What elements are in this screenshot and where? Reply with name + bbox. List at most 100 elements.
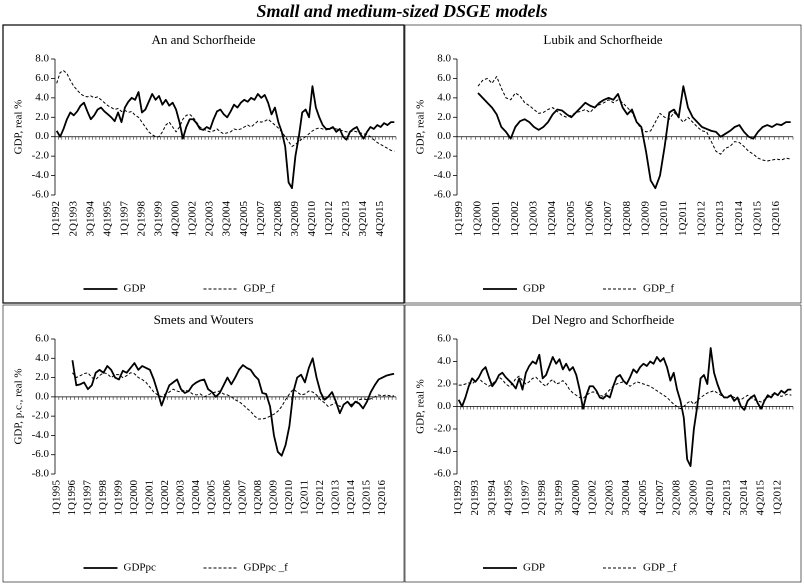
x-tick-label: 1Q2000 [128, 480, 140, 516]
x-tick-label: 1Q2013 [714, 201, 726, 237]
y-axis-label: GDP, p.c., real % [13, 368, 25, 444]
x-tick-label: 1Q2014 [733, 201, 745, 237]
y-tick-label: -4.0 [32, 429, 50, 441]
x-tick-label: 1Q2006 [221, 480, 233, 516]
x-tick-label: 1Q2003 [528, 201, 540, 237]
x-tick-label: 1Q2011 [298, 480, 310, 515]
x-tick-label: 3Q2014 [738, 480, 750, 516]
x-tick-label: 4Q1995 [503, 480, 515, 516]
legend-label: GDP_f [244, 283, 276, 295]
x-tick-label: 1Q2004 [546, 201, 558, 237]
x-tick-label: 1Q2011 [677, 201, 689, 236]
y-tick-label: -2.0 [32, 150, 50, 162]
x-tick-label: 1Q2015 [752, 201, 764, 237]
x-tick-label: 1Q1992 [452, 480, 464, 515]
x-tick-label: 1Q2002 [159, 480, 171, 515]
x-tick-label: 3Q1999 [553, 480, 565, 516]
x-tick-label: 1Q2012 [314, 480, 326, 515]
x-tick-label: 4Q1995 [101, 201, 113, 237]
chart-panel: Del Negro and Schorfheide GDP, real % -6.0… [404, 304, 802, 583]
y-tick-label: 6.0 [437, 72, 451, 84]
x-tick-label: 3Q2014 [357, 201, 369, 237]
x-tick-label: 2Q1998 [536, 480, 548, 516]
x-tick-label: 3Q2004 [221, 201, 233, 237]
y-tick-label: 4.0 [35, 352, 49, 364]
y-tick-label: 0.0 [437, 400, 451, 412]
series-line [56, 70, 395, 152]
x-tick-label: 1Q2008 [252, 480, 264, 516]
x-tick-label: 1Q2014 [345, 480, 357, 516]
x-tick-label: 1Q1999 [453, 201, 465, 237]
series-line [477, 75, 791, 162]
y-axis-label: GDP, real % [13, 100, 25, 155]
legend-label: GDP [124, 283, 146, 295]
series-line [71, 357, 395, 457]
y-tick-label: -6.0 [32, 189, 50, 201]
y-tick-label: -4.0 [434, 169, 452, 181]
series-line [55, 85, 395, 190]
chart-panel: An and Schorfheide GDP, real % -6.0 -4.0 -2.… [2, 24, 405, 304]
x-tick-label: 1Q1998 [97, 480, 109, 516]
x-tick-label: 4Q2010 [306, 201, 318, 237]
x-tick-label: 2Q1993 [469, 480, 481, 516]
legend-label: GDP_f [643, 283, 675, 295]
x-tick-label: 3Q2004 [620, 480, 632, 516]
x-tick-label: 3Q1994 [486, 480, 498, 516]
x-tick-label: 1Q1992 [50, 201, 62, 236]
y-axis-label: GDP, real % [415, 100, 427, 155]
y-tick-label: -4.0 [434, 445, 452, 457]
series-line [477, 85, 791, 190]
chart-title: An and Schorfheide [152, 32, 256, 47]
y-tick-label: 4.0 [35, 91, 49, 103]
x-tick-label: 2Q2013 [721, 480, 733, 516]
x-tick-label: 1Q2003 [174, 480, 186, 516]
legend-label: GDP [523, 562, 545, 574]
x-tick-label: 1Q2001 [490, 201, 502, 236]
x-tick-label: 2Q2008 [272, 201, 284, 237]
x-tick-label: 1Q1997 [118, 201, 130, 237]
x-tick-label: 2Q2003 [603, 480, 615, 516]
y-tick-label: -6.0 [434, 468, 452, 480]
x-tick-label: 1Q1997 [81, 480, 93, 516]
x-tick-label: 1Q2005 [205, 480, 217, 516]
x-tick-label: 4Q2010 [704, 480, 716, 516]
x-tick-label: 1Q2007 [255, 201, 267, 237]
panel-border [2, 304, 405, 583]
series-line [72, 372, 395, 420]
x-tick-label: 4Q2015 [755, 480, 767, 516]
chart-panel: Lubik and Schorfheide GDP, real % -6.0 -4.0… [404, 24, 802, 304]
x-tick-label: 3Q2009 [687, 480, 699, 516]
x-tick-label: 1Q2000 [472, 201, 484, 237]
y-tick-label: 2.0 [35, 111, 49, 123]
x-tick-label: 1Q2004 [190, 480, 202, 516]
y-tick-label: 2.0 [35, 371, 49, 383]
legend-label: GDP _f [643, 562, 677, 574]
legend-label: GDPpc _f [244, 562, 289, 574]
x-tick-label: 4Q2005 [637, 480, 649, 516]
panel-border [404, 304, 802, 583]
chart-title: Smets and Wouters [154, 312, 254, 327]
y-tick-label: 6.0 [35, 72, 49, 84]
x-tick-label: 1Q2007 [602, 201, 614, 237]
y-tick-label: 6.0 [437, 333, 451, 345]
chart-title: Lubik and Schorfheide [543, 32, 662, 47]
y-tick-label: -8.0 [32, 468, 50, 480]
x-tick-label: 1Q2001 [143, 480, 155, 515]
y-tick-label: -2.0 [434, 423, 452, 435]
chart-panel: Smets and Wouters GDP, p.c., real % -8.0 -6… [2, 304, 405, 583]
x-tick-label: 1Q1999 [112, 480, 124, 516]
x-tick-label: 1Q2016 [376, 480, 388, 516]
y-tick-label: 4.0 [437, 91, 451, 103]
figure-title: Small and medium-sized DSGE models [256, 1, 547, 21]
x-tick-label: 1Q2015 [360, 480, 372, 516]
panel-border [404, 24, 802, 304]
panel-border [2, 24, 405, 304]
y-tick-label: 6.0 [35, 333, 49, 345]
x-tick-label: 2Q2003 [204, 201, 216, 237]
x-tick-label: 1Q2002 [509, 201, 521, 236]
x-tick-label: 1Q1995 [50, 480, 62, 516]
legend-label: GDPpc [124, 562, 157, 574]
